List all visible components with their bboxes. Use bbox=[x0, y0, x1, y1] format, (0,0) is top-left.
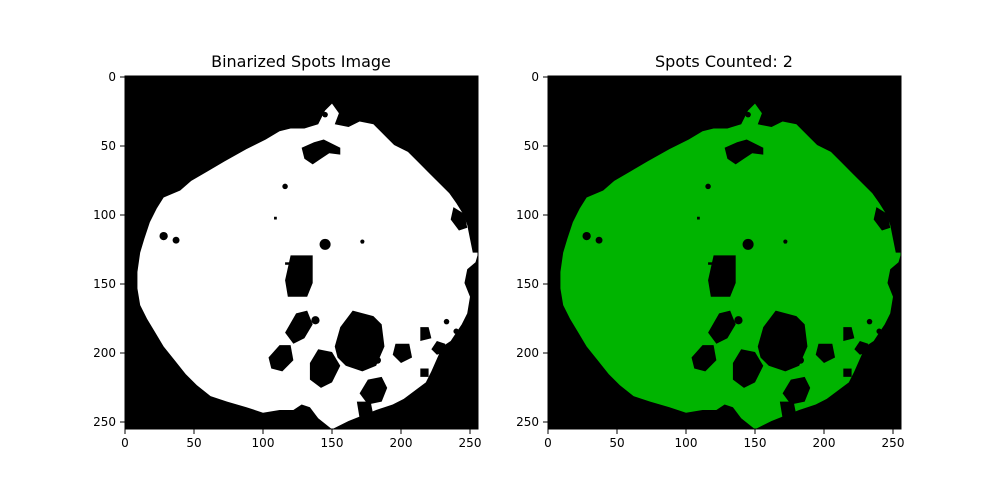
right-x-tick-label: 100 bbox=[675, 436, 698, 450]
left-y-tick-label: 100 bbox=[93, 208, 116, 222]
right-axes-frame bbox=[547, 75, 902, 430]
right-image bbox=[548, 76, 902, 430]
right-y-tick-label: 200 bbox=[516, 346, 539, 360]
right-panel-title: Spots Counted: 2 bbox=[655, 52, 793, 71]
right-y-tick-label: 150 bbox=[516, 277, 539, 291]
right-y-tick-label: 250 bbox=[516, 415, 539, 429]
left-image bbox=[125, 76, 479, 430]
left-x-tick-label: 0 bbox=[121, 436, 129, 450]
left-x-tick-label: 250 bbox=[459, 436, 482, 450]
left-x-axis: 0 50 100 150 200 250 bbox=[121, 429, 481, 450]
left-x-tick-label: 100 bbox=[252, 436, 275, 450]
left-y-tick-label: 0 bbox=[108, 70, 116, 84]
left-x-tick-label: 50 bbox=[186, 436, 201, 450]
left-y-axis: 0 50 100 150 200 250 bbox=[93, 70, 125, 429]
left-panel-title: Binarized Spots Image bbox=[211, 52, 391, 71]
right-x-tick-label: 0 bbox=[544, 436, 552, 450]
right-y-tick-label: 50 bbox=[524, 139, 539, 153]
right-y-axis: 0 50 100 150 200 250 bbox=[516, 70, 548, 429]
right-x-tick-label: 50 bbox=[609, 436, 624, 450]
right-x-tick-label: 250 bbox=[882, 436, 905, 450]
left-y-tick-label: 250 bbox=[93, 415, 116, 429]
left-x-tick-label: 200 bbox=[390, 436, 413, 450]
right-panel: Spots Counted: 2 0 50 100 150 200 250 bbox=[516, 52, 904, 450]
left-y-tick-label: 50 bbox=[101, 139, 116, 153]
left-panel: Binarized Spots Image 0 50 100 150 200 2… bbox=[93, 52, 481, 450]
right-x-tick-label: 200 bbox=[813, 436, 836, 450]
right-y-tick-label: 100 bbox=[516, 208, 539, 222]
right-x-axis: 0 50 100 150 200 250 bbox=[544, 429, 904, 450]
right-y-tick-label: 0 bbox=[531, 70, 539, 84]
left-y-tick-label: 150 bbox=[93, 277, 116, 291]
left-axes-frame bbox=[124, 75, 479, 430]
left-x-tick-label: 150 bbox=[321, 436, 344, 450]
left-y-tick-label: 200 bbox=[93, 346, 116, 360]
right-x-tick-label: 150 bbox=[744, 436, 767, 450]
